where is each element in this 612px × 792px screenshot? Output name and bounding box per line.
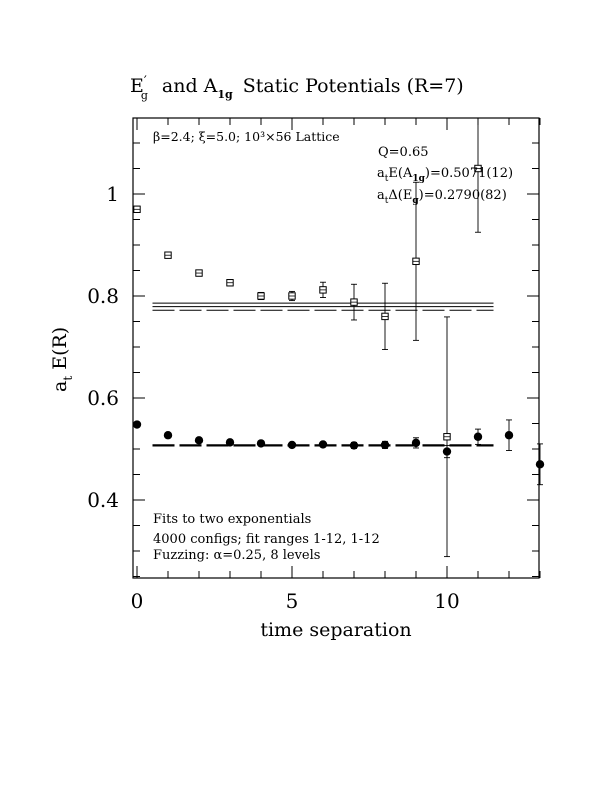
data-point-circle — [349, 441, 359, 450]
annotation-lattice: β=2.4; ξ=5.0; 10³×56 Lattice — [153, 129, 340, 144]
data-point-circle — [473, 432, 483, 441]
data-point-circle — [194, 436, 204, 445]
y-label-main: a — [49, 381, 71, 392]
y-tick-label: 1 — [106, 182, 119, 206]
title-a-sub: 1g — [217, 88, 233, 101]
plot-frame — [132, 117, 540, 579]
data-point-circle — [504, 431, 514, 440]
x-tick-label: 0 — [131, 589, 144, 613]
data-point-circle — [132, 420, 142, 429]
title-e: E — [130, 75, 144, 97]
data-point-circle — [442, 447, 452, 456]
data-point-circle — [163, 431, 173, 440]
y-label-rest: E(R) — [49, 327, 71, 376]
data-point-circle — [318, 440, 328, 449]
error-bars — [134, 118, 543, 558]
data-point-circle — [380, 440, 390, 450]
title-e-prime: ′ — [144, 74, 147, 89]
y-tick-label: 0.8 — [87, 284, 119, 308]
data-point-circle — [256, 439, 266, 448]
fit-lines — [152, 302, 494, 447]
annotation-configs: 4000 configs; fit ranges 1-12, 1-12 — [153, 532, 380, 547]
title-rest: Static Potentials (R=7) — [243, 75, 464, 97]
data-point-circle — [287, 440, 297, 450]
annotation-fuzzing: Fuzzing: α=0.25, 8 levels — [153, 548, 320, 563]
y-tick-label: 0.4 — [87, 488, 119, 512]
y-axis-label: at E(R) — [49, 327, 75, 392]
data-point-circle — [225, 438, 235, 447]
axis-ticks — [133, 118, 541, 578]
title-and: and A — [162, 75, 218, 97]
x-tick-labels: 0 5 10 — [131, 589, 460, 613]
x-tick-label: 10 — [434, 589, 459, 613]
annotation-gap-eg: atΔ(Eg)=0.2790(82) — [377, 188, 507, 206]
x-tick-label: 5 — [286, 589, 299, 613]
data-point-circle — [535, 460, 545, 469]
chart-title: E′ g and A1g Static Potentials (R=7) — [130, 74, 464, 102]
data-point-circle — [411, 438, 421, 448]
y-label-sub: t — [61, 376, 75, 381]
x-axis-label: time separation — [260, 619, 411, 641]
y-tick-label: 0.6 — [87, 386, 119, 410]
data-markers — [132, 164, 545, 469]
annotation-fits: Fits to two exponentials — [153, 512, 311, 527]
title-e-sub: g — [141, 89, 148, 102]
annotation-energy-a1g: atE(A1g)=0.5071(12) — [377, 166, 513, 184]
y-tick-labels: 0.4 0.6 0.8 1 — [87, 182, 119, 512]
annotation-q-value: Q=0.65 — [378, 145, 429, 160]
